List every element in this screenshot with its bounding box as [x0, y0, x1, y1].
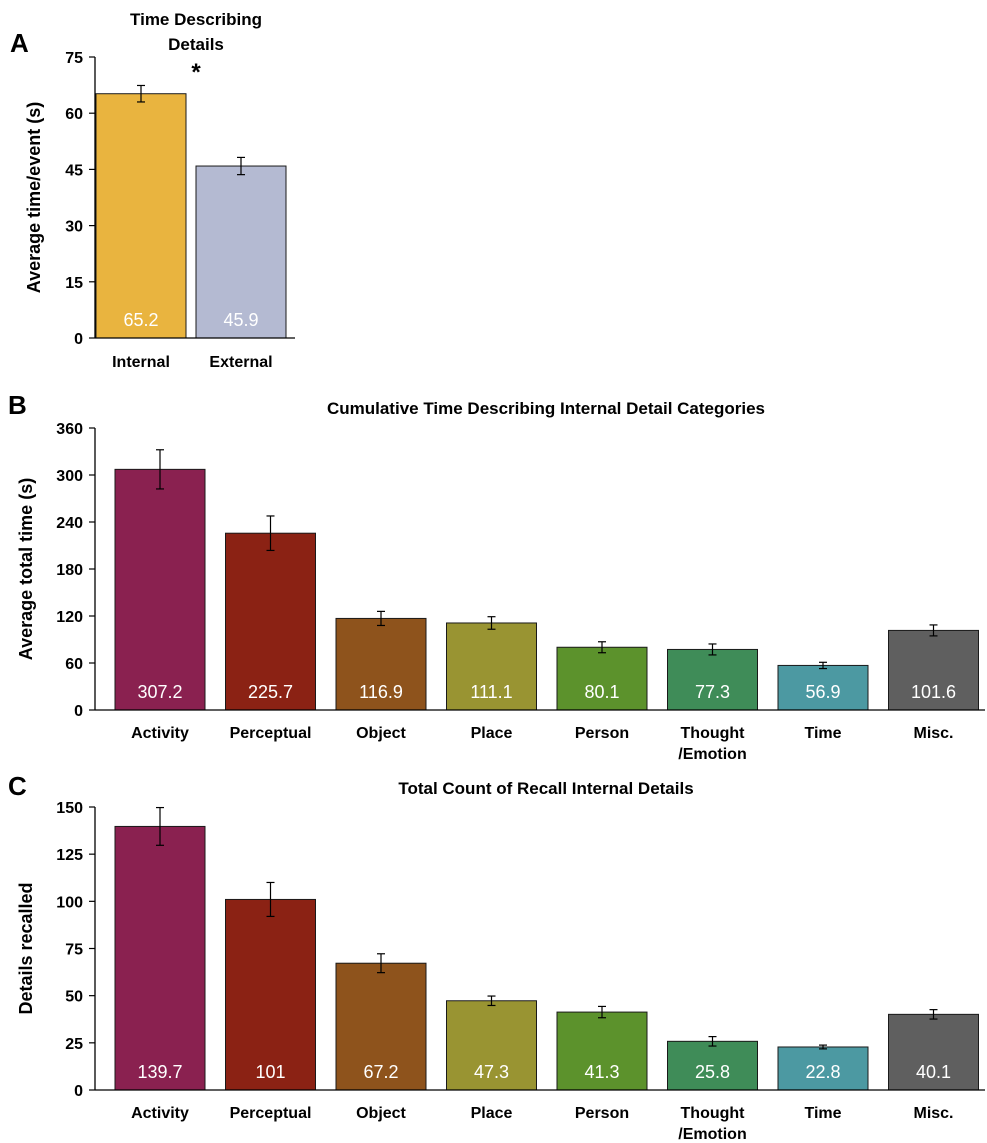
bar-c [667, 1040, 758, 1091]
data-label-c: 47.3 [474, 1062, 509, 1082]
data-label-b: 56.9 [805, 682, 840, 702]
data-label-b: 101.6 [911, 682, 956, 702]
bar-a [95, 93, 187, 339]
y-tick-label-a: 30 [65, 219, 83, 236]
data-label-c: 67.2 [363, 1062, 398, 1082]
x-tick-label-b: Place [471, 725, 513, 742]
bar-b [225, 532, 316, 711]
bar-b [667, 648, 758, 711]
data-label-a: 65.2 [123, 310, 158, 330]
data-label-c: 41.3 [584, 1062, 619, 1082]
x-tick-label-c: /Emotion [678, 1126, 746, 1143]
x-tick-label-b: Misc. [913, 725, 953, 742]
y-tick-label-c: 50 [65, 989, 83, 1006]
y-tick-label-b: 60 [65, 656, 83, 673]
x-tick-label-c: Person [575, 1105, 629, 1122]
data-label-b: 225.7 [248, 682, 293, 702]
x-tick-label-b: Person [575, 725, 629, 742]
y-tick-label-b: 360 [56, 421, 83, 438]
chart-title-a-line2: Details [168, 35, 224, 54]
x-tick-label-b: Activity [131, 725, 189, 742]
x-tick-label-b: Object [356, 725, 406, 742]
y-tick-label-c: 100 [56, 894, 83, 911]
bar-c [225, 898, 316, 1091]
panel-label-c: C [8, 771, 27, 801]
x-tick-label-b: Thought [681, 725, 746, 742]
y-tick-label-c: 150 [56, 800, 83, 817]
significance-marker: * [191, 59, 201, 86]
data-label-b: 307.2 [137, 682, 182, 702]
chart-title-c: Total Count of Recall Internal Details [398, 779, 693, 798]
x-tick-label-c: Thought [681, 1105, 746, 1122]
bar-b [335, 617, 427, 711]
data-label-c: 139.7 [137, 1062, 182, 1082]
bar-b [114, 468, 206, 711]
bar-c [446, 1000, 537, 1091]
y-tick-label-a: 75 [65, 50, 83, 67]
data-label-b: 77.3 [695, 682, 730, 702]
y-tick-label-c: 75 [65, 942, 83, 959]
x-tick-label-c: Object [356, 1105, 406, 1122]
x-tick-label-c: Misc. [913, 1105, 953, 1122]
y-tick-label-a: 60 [65, 106, 83, 123]
x-tick-label-b: Time [804, 725, 841, 742]
bar-b [888, 629, 979, 711]
chart-title-b: Cumulative Time Describing Internal Deta… [327, 399, 765, 418]
x-tick-label-b: /Emotion [678, 746, 746, 763]
x-tick-label-a: Internal [112, 354, 170, 371]
y-axis-label-c: Details recalled [16, 882, 36, 1014]
data-label-c: 22.8 [805, 1062, 840, 1082]
data-label-b: 80.1 [584, 682, 619, 702]
data-label-c: 25.8 [695, 1062, 730, 1082]
data-label-b: 111.1 [470, 682, 512, 702]
data-label-c: 40.1 [916, 1062, 951, 1082]
bar-b [777, 664, 869, 711]
bar-c [114, 825, 206, 1091]
y-tick-label-c: 125 [56, 847, 83, 864]
y-tick-label-b: 120 [56, 609, 83, 626]
bar-c [556, 1011, 648, 1091]
y-tick-label-a: 15 [65, 275, 83, 292]
bar-b [556, 646, 648, 711]
bar-c [888, 1013, 979, 1091]
y-tick-label-a: 0 [74, 331, 83, 348]
bar-a [195, 165, 287, 339]
x-tick-label-a: External [209, 354, 272, 371]
y-tick-label-c: 0 [74, 1083, 83, 1100]
x-tick-label-c: Place [471, 1105, 513, 1122]
data-label-b: 116.9 [359, 682, 403, 702]
y-tick-label-b: 180 [56, 562, 83, 579]
x-tick-label-b: Perceptual [230, 725, 312, 742]
y-tick-label-c: 25 [65, 1036, 83, 1053]
data-label-c: 101 [255, 1062, 285, 1082]
y-axis-label-b: Average total time (s) [16, 478, 36, 660]
y-axis-label-a: Average time/event (s) [24, 102, 44, 293]
x-tick-label-c: Activity [131, 1105, 189, 1122]
x-tick-label-c: Perceptual [230, 1105, 312, 1122]
chart-title-a-line1: Time Describing [130, 10, 262, 29]
panel-label-b: B [8, 390, 27, 420]
panel-label-a: A [10, 28, 29, 58]
y-tick-label-b: 300 [56, 468, 83, 485]
y-tick-label-a: 45 [65, 162, 83, 179]
y-tick-label-b: 240 [56, 515, 83, 532]
x-tick-label-c: Time [804, 1105, 841, 1122]
data-label-a: 45.9 [223, 310, 258, 330]
y-tick-label-b: 0 [74, 703, 83, 720]
